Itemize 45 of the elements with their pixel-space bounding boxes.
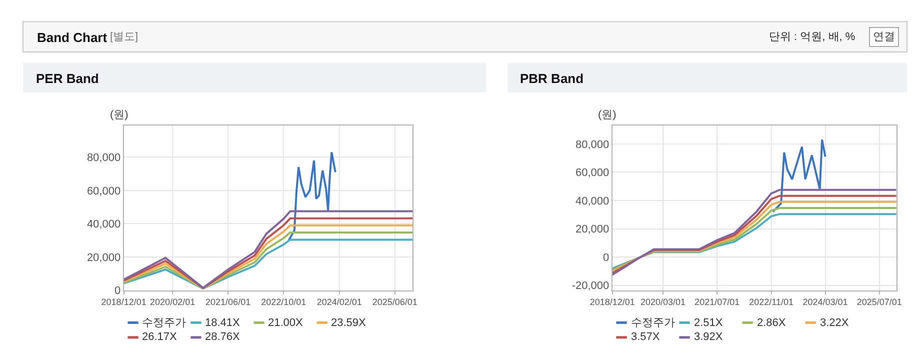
y-tick-label: 40,000 <box>86 218 121 231</box>
y-tick-label: 40,000 <box>575 195 610 208</box>
y-tick-label: 60,000 <box>86 185 121 198</box>
y-tick-label: 80,000 <box>575 138 610 151</box>
legend-label: 3.92X <box>694 331 724 343</box>
y-axis-title: (원) <box>598 109 616 121</box>
x-tick-label: 2022/11/01 <box>749 297 794 308</box>
legend-label: 3.57X <box>631 331 660 343</box>
x-tick-label: 2024/02/01 <box>316 297 362 308</box>
text: 단위 : 억원, 배, % <box>769 31 856 43</box>
text: [별도] <box>110 31 138 43</box>
chart-title: PBR Band <box>520 71 584 86</box>
y-tick-label: 20,000 <box>575 224 610 236</box>
x-tick-label: 2021/07/01 <box>694 297 740 308</box>
x-tick-label: 2018/12/01 <box>590 297 635 308</box>
x-tick-label: 2025/06/01 <box>372 297 418 308</box>
text: Band Chart <box>37 30 108 45</box>
legend-label: 28.76X <box>205 331 241 343</box>
x-tick-label: 2024/03/01 <box>802 297 848 308</box>
legend-label: 2.51X <box>694 317 724 329</box>
y-tick-label: 0 <box>603 252 610 264</box>
text: 연결 <box>873 31 895 43</box>
legend-label: 18.41X <box>205 317 241 329</box>
y-tick-label: 80,000 <box>86 152 121 164</box>
legend-label: 21.00X <box>268 317 304 329</box>
x-tick-label: 2018/12/01 <box>101 297 146 308</box>
legend-label: 26.17X <box>142 331 178 343</box>
legend-label: 수정주가 <box>631 317 675 329</box>
y-tick-label: 20,000 <box>86 252 121 264</box>
x-tick-label: 2020/02/01 <box>150 297 196 308</box>
legend-label: 23.59X <box>331 317 367 329</box>
y-tick-label: -20,000 <box>572 280 610 292</box>
x-tick-label: 2020/03/01 <box>640 297 686 308</box>
line-series <box>288 151 336 242</box>
y-tick-label: 60,000 <box>575 167 610 180</box>
legend-label: 수정주가 <box>142 317 186 329</box>
y-tick-label: 0 <box>114 285 121 298</box>
x-tick-label: 2025/07/01 <box>856 297 902 308</box>
y-axis-title: (원) <box>110 109 128 121</box>
line-series <box>772 138 826 213</box>
x-tick-label: 2021/06/01 <box>206 297 251 308</box>
chart-title: PER Band <box>36 71 99 86</box>
legend-label: 3.22X <box>820 317 850 329</box>
legend-label: 2.86X <box>757 317 786 329</box>
x-tick-label: 2022/10/01 <box>261 297 306 308</box>
